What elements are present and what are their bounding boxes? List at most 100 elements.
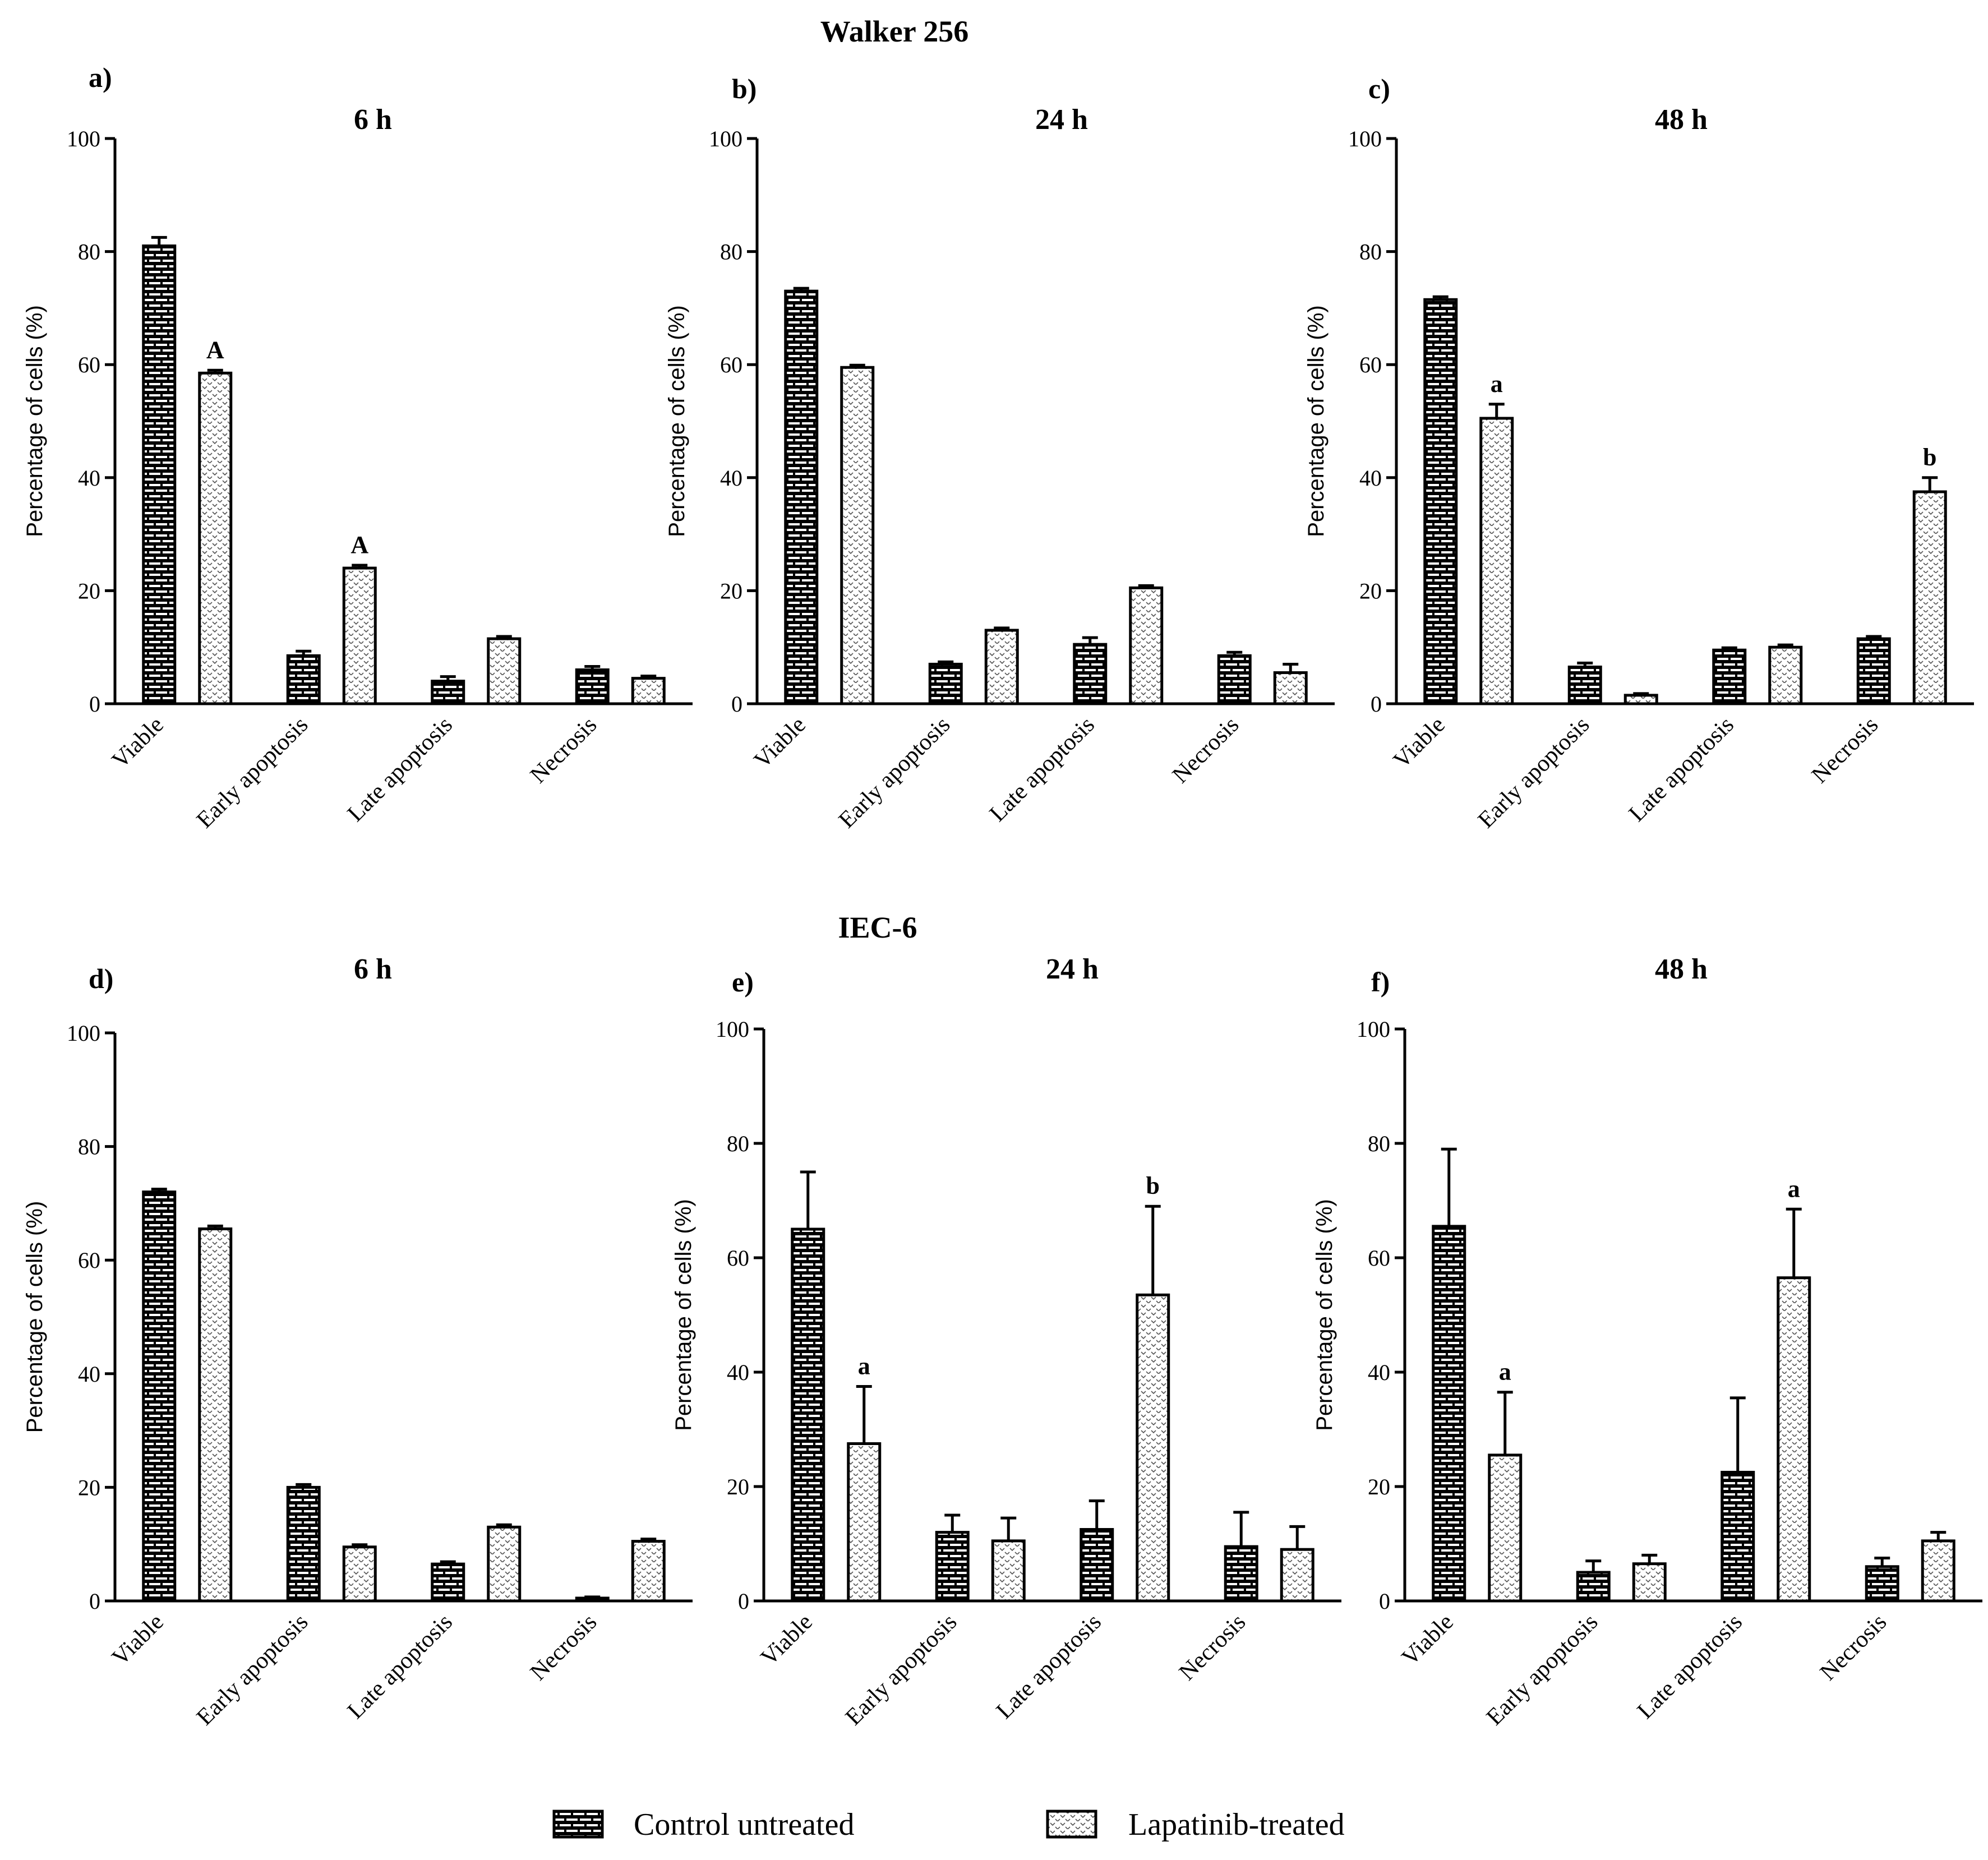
bar-treated-1 — [984, 629, 1019, 705]
bar-treated-3 — [1921, 1539, 1955, 1603]
y-tick-label: 20 — [720, 578, 742, 603]
y-tick-label: 40 — [720, 465, 742, 491]
bar-control-3 — [575, 668, 610, 705]
bar-treated-0 — [840, 366, 875, 705]
y-tick-label: 80 — [727, 1131, 749, 1156]
y-tick-label: 20 — [1368, 1474, 1390, 1499]
panel-title: 24 h — [1035, 104, 1088, 136]
chart-panel-e: e) 24 h 0 20 40 60 80 100 Percentage of cells (%… — [671, 953, 1341, 1730]
bar-treated-2 — [1136, 1293, 1170, 1603]
x-category-label: Early apoptosis — [1473, 712, 1594, 833]
x-category-label: Necrosis — [1174, 1609, 1251, 1686]
significance-label: A — [350, 531, 368, 559]
bar-control-0 — [1423, 298, 1458, 705]
panel-title: 6 h — [354, 104, 392, 136]
y-tick-label: 100 — [1348, 126, 1382, 151]
y-tick-label: 20 — [1359, 578, 1382, 603]
y-tick-label: 100 — [1357, 1017, 1390, 1042]
bar-treated-0 — [198, 371, 233, 705]
chart-panel-f: f) 48 h 0 20 40 60 80 100 Percentage of cells (%… — [1312, 953, 1982, 1730]
bar-treated-2 — [487, 637, 522, 705]
panel-title: 48 h — [1655, 104, 1708, 136]
y-tick-label: 100 — [716, 1017, 749, 1042]
x-category-label: Late apoptosis — [991, 1609, 1106, 1724]
bar-control-2 — [431, 680, 465, 705]
bar-treated-3 — [1273, 671, 1308, 705]
bar-treated-1 — [342, 1545, 377, 1603]
x-category-label: Necrosis — [1807, 712, 1883, 788]
chart-panel-a: a) 6 h 0 20 40 60 80 100 Percentage of cells (%)… — [22, 62, 693, 833]
y-axis-label: Percentage of cells (%) — [1312, 1199, 1337, 1431]
bar-control-0 — [142, 244, 177, 705]
bar-treated-1 — [1623, 694, 1658, 705]
y-axis-label: Percentage of cells (%) — [22, 305, 47, 537]
y-tick-label: 40 — [1368, 1360, 1390, 1385]
bar-control-1 — [286, 1485, 321, 1603]
y-tick-label: 40 — [727, 1360, 749, 1385]
y-tick-label: 60 — [720, 352, 742, 377]
x-category-label: Necrosis — [1815, 1609, 1892, 1686]
y-tick-label: 40 — [1359, 465, 1382, 491]
bar-control-1 — [1567, 665, 1602, 705]
x-category-label: Late apoptosis — [985, 712, 1100, 827]
panel-label: d) — [89, 963, 113, 994]
bar-treated-0 — [847, 1442, 882, 1603]
bar-control-0 — [784, 289, 819, 705]
bar-control-2 — [1073, 643, 1108, 705]
panel-label: e) — [732, 966, 754, 998]
y-tick-label: 80 — [78, 239, 100, 265]
significance-label: a — [1499, 1358, 1511, 1386]
significance-label: a — [858, 1353, 870, 1380]
y-tick-label: 20 — [78, 578, 100, 603]
legend-label-treated: Lapatinib-treated — [1128, 1807, 1345, 1842]
y-tick-label: 0 — [1371, 691, 1382, 717]
x-category-label: Viable — [1397, 1609, 1459, 1671]
y-tick-label: 80 — [1368, 1131, 1390, 1156]
y-tick-label: 0 — [89, 1589, 100, 1614]
chart-panels: a) 6 h 0 20 40 60 80 100 Percentage of cells (%)… — [22, 62, 1982, 1730]
bar-control-3 — [1865, 1565, 1899, 1603]
x-category-label: Necrosis — [525, 1609, 602, 1686]
y-tick-label: 40 — [78, 1361, 100, 1387]
y-tick-label: 80 — [720, 239, 742, 265]
y-tick-label: 60 — [78, 352, 100, 377]
bar-control-2 — [1721, 1471, 1755, 1603]
y-tick-label: 60 — [727, 1245, 749, 1271]
bar-control-3 — [1217, 654, 1252, 705]
bar-control-1 — [286, 654, 321, 705]
y-tick-label: 60 — [78, 1248, 100, 1273]
y-axis-label: Percentage of cells (%) — [22, 1201, 47, 1433]
y-tick-label: 80 — [78, 1134, 100, 1160]
y-tick-label: 100 — [709, 126, 742, 151]
y-tick-label: 0 — [89, 691, 100, 717]
y-tick-label: 0 — [1379, 1589, 1390, 1614]
bar-treated-3 — [631, 677, 666, 705]
x-category-label: Viable — [107, 1609, 169, 1671]
bar-control-2 — [1080, 1528, 1114, 1603]
x-category-label: Early apoptosis — [841, 1609, 962, 1730]
significance-label: b — [1146, 1172, 1160, 1199]
bar-treated-2 — [1777, 1276, 1811, 1603]
x-category-label: Viable — [107, 712, 169, 774]
bar-treated-2 — [1129, 586, 1164, 705]
bar-treated-1 — [1632, 1562, 1667, 1603]
y-tick-label: 20 — [727, 1474, 749, 1499]
bar-control-3 — [1224, 1545, 1258, 1603]
bar-treated-2 — [1768, 645, 1803, 705]
y-tick-label: 60 — [1368, 1245, 1390, 1271]
y-tick-label: 0 — [738, 1589, 749, 1614]
x-category-label: Viable — [756, 1609, 818, 1671]
panel-title: 24 h — [1046, 953, 1099, 985]
x-category-label: Viable — [1389, 712, 1450, 774]
significance-label: a — [1788, 1175, 1800, 1202]
panel-title: 6 h — [354, 953, 392, 985]
y-tick-label: 40 — [78, 465, 100, 491]
top-group-title: Walker 256 — [820, 15, 969, 48]
bar-treated-0 — [1479, 417, 1514, 705]
bar-treated-3 — [631, 1540, 666, 1603]
x-category-label: Viable — [749, 712, 811, 774]
legend-swatch-treated — [1046, 1810, 1097, 1839]
bar-treated-2 — [487, 1525, 522, 1603]
x-category-label: Necrosis — [525, 712, 602, 788]
bar-control-0 — [791, 1227, 825, 1603]
